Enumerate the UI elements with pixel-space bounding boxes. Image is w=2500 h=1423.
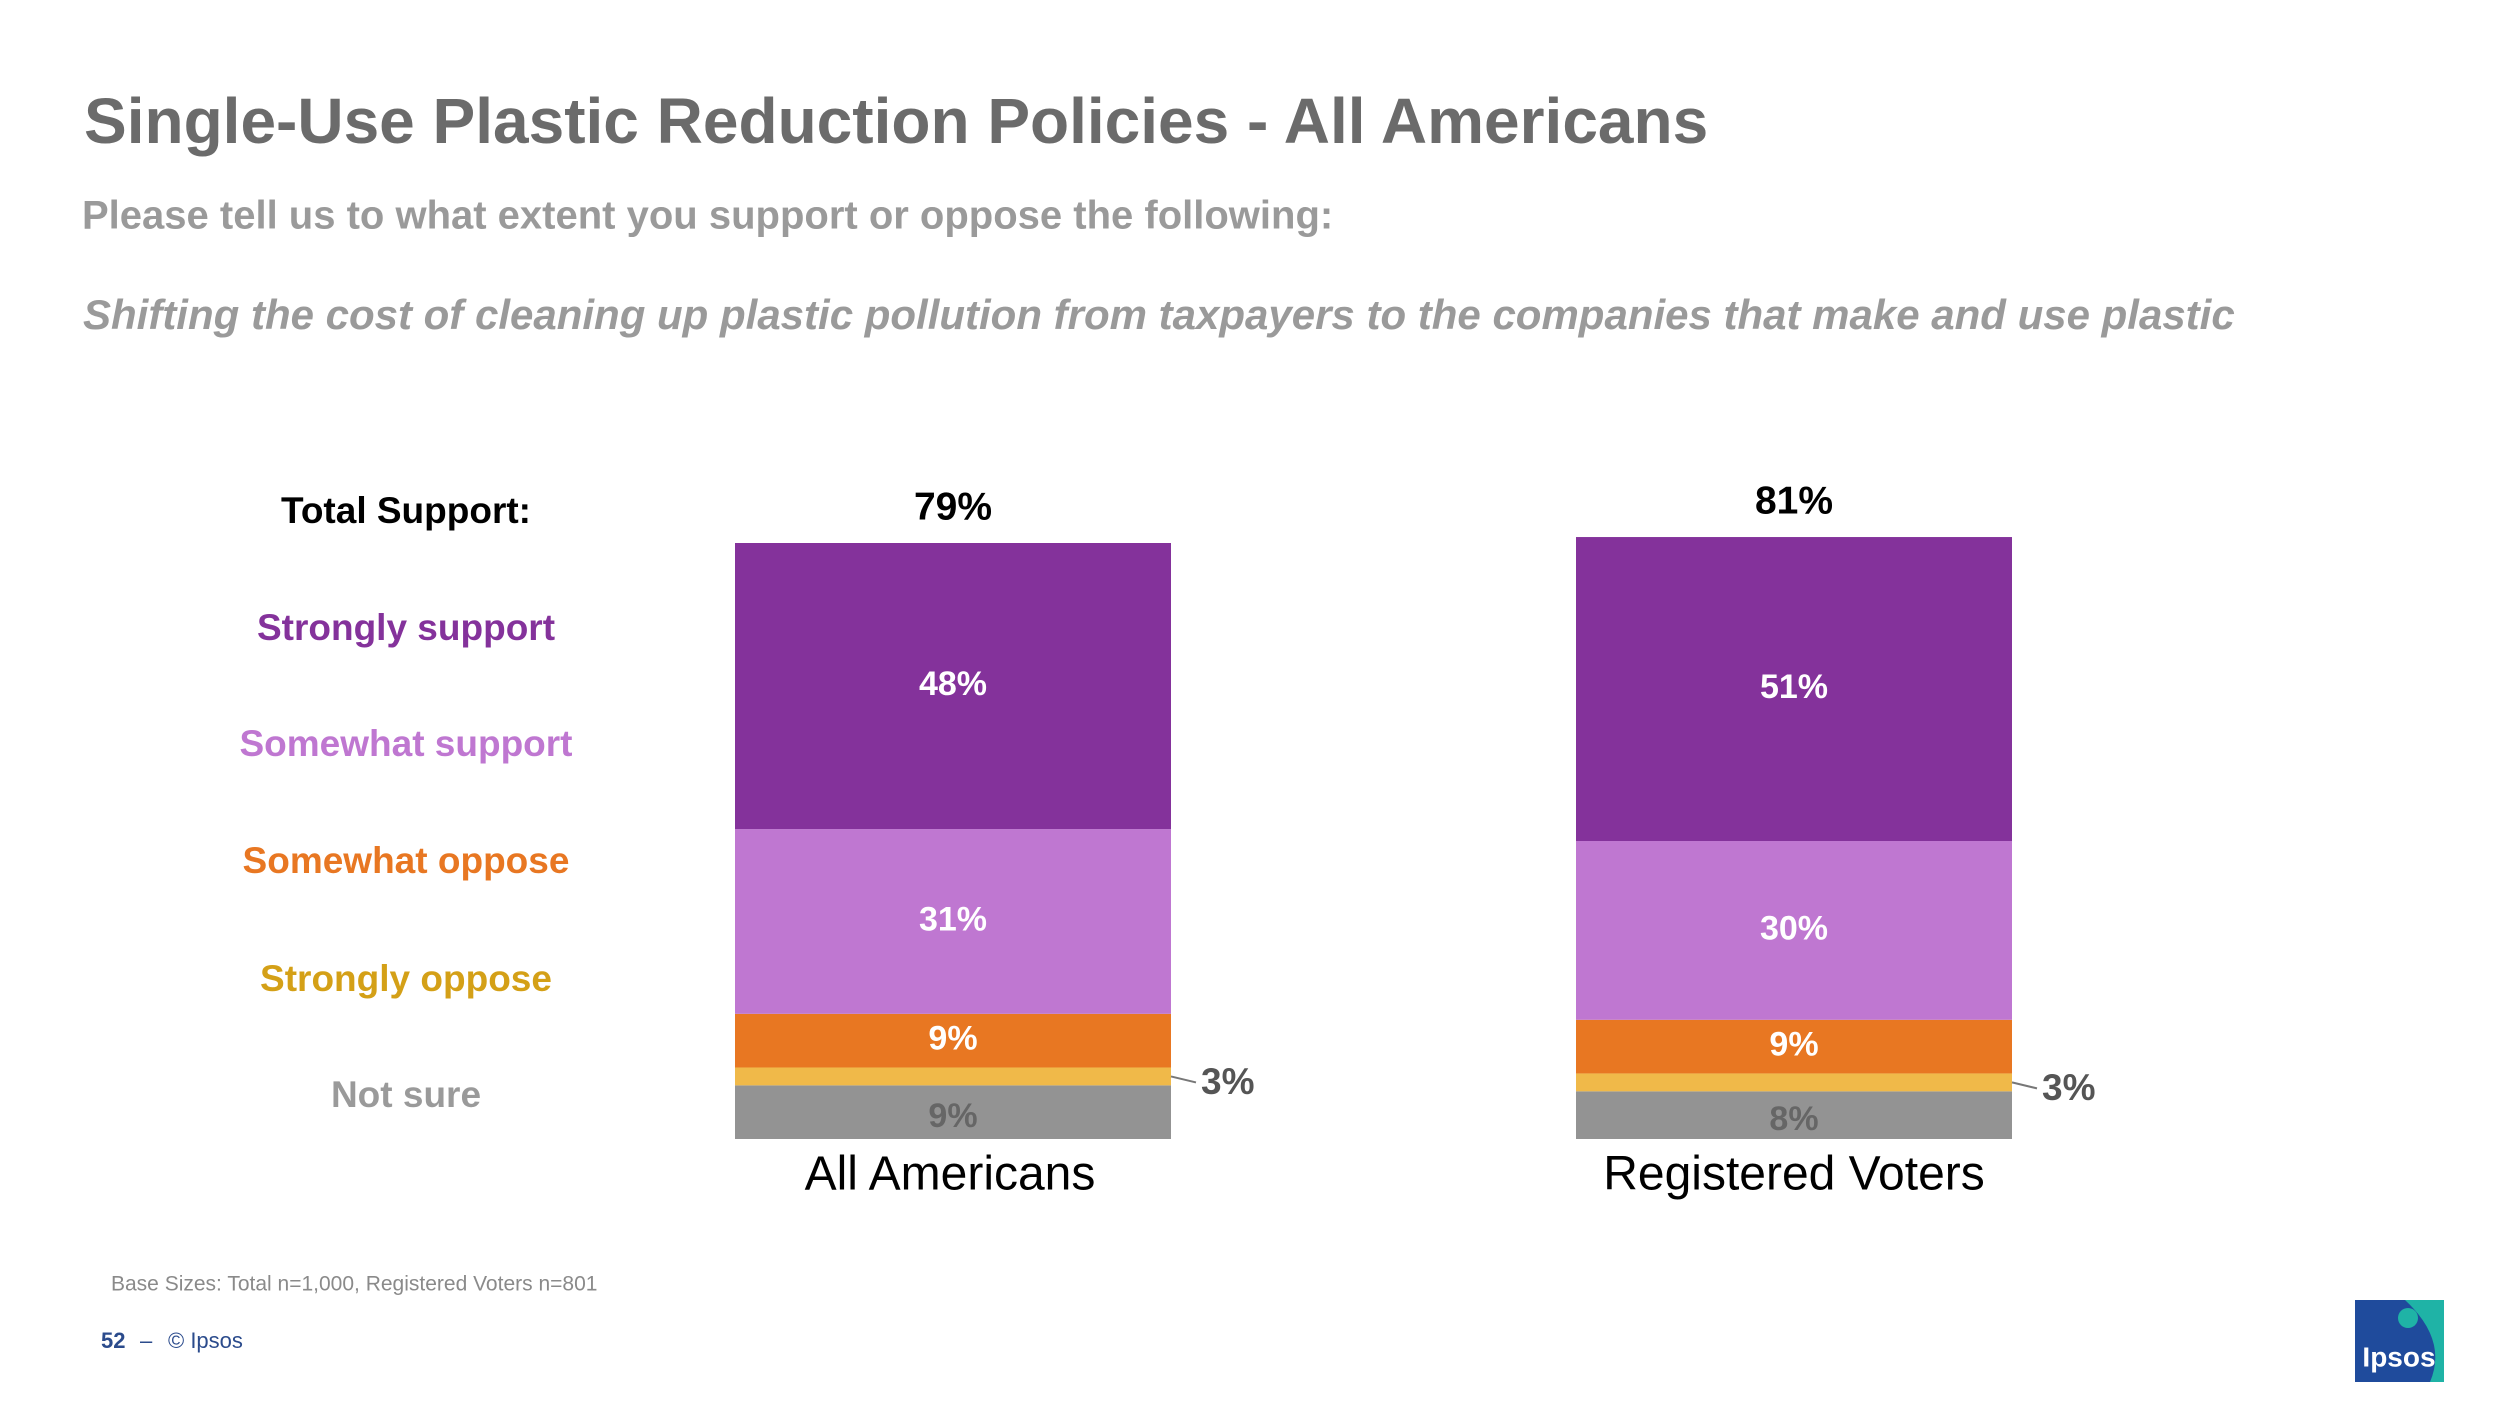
value-label: 9% xyxy=(928,1020,977,1058)
legend-label: Somewhat support xyxy=(239,723,572,764)
bar-segment xyxy=(735,543,1171,830)
value-label: 31% xyxy=(919,900,987,938)
value-label: 9% xyxy=(1769,1026,1818,1064)
bar-segment xyxy=(735,829,1171,1014)
value-label: 3% xyxy=(2042,1067,2095,1108)
value-label: 51% xyxy=(1760,668,1828,706)
category-label: Registered Voters xyxy=(1603,1148,1985,1201)
logo: Ipsos xyxy=(2355,1300,2444,1382)
value-label: 9% xyxy=(928,1097,977,1135)
title: Single-Use Plastic Reduction Policies - … xyxy=(84,85,1708,157)
logo-accent xyxy=(2405,1300,2444,1382)
bar-segment xyxy=(735,1085,1171,1139)
value-label: 30% xyxy=(1760,909,1828,947)
logo-text: Ipsos xyxy=(2362,1341,2435,1372)
legend-label: Strongly oppose xyxy=(260,958,552,999)
leader-line xyxy=(2011,1081,2038,1090)
copyright: © Ipsos xyxy=(168,1328,243,1353)
total-label: 79% xyxy=(914,485,992,528)
bar-segment xyxy=(1576,537,2012,841)
legend-label: Not sure xyxy=(331,1074,481,1115)
value-label: 8% xyxy=(1769,1100,1818,1138)
footnote: Base Sizes: Total n=1,000, Registered Vo… xyxy=(111,1273,597,1296)
subtitle: Please tell us to what extent you suppor… xyxy=(82,194,1333,238)
bar-segment xyxy=(735,1013,1171,1068)
bar-segment xyxy=(1576,1073,2012,1092)
total-label: 81% xyxy=(1755,479,1833,522)
leader-line xyxy=(1170,1075,1197,1084)
value-label: 48% xyxy=(919,665,987,703)
legend-label: Strongly support xyxy=(257,607,555,648)
logo-head xyxy=(2398,1308,2418,1328)
separator: – xyxy=(140,1328,153,1353)
bar-segment xyxy=(735,1067,1171,1086)
legend-label: Somewhat oppose xyxy=(243,840,570,881)
bar-segment xyxy=(1576,1019,2012,1074)
bar-segment xyxy=(1576,841,2012,1020)
question: Shifting the cost of cleaning up plastic… xyxy=(83,291,2235,338)
bar-segment xyxy=(1576,1091,2012,1139)
total-support-label: Total Support: xyxy=(281,490,531,531)
page-number: 52 xyxy=(101,1328,125,1353)
value-label: 3% xyxy=(1201,1061,1254,1102)
category-label: All Americans xyxy=(805,1148,1096,1201)
